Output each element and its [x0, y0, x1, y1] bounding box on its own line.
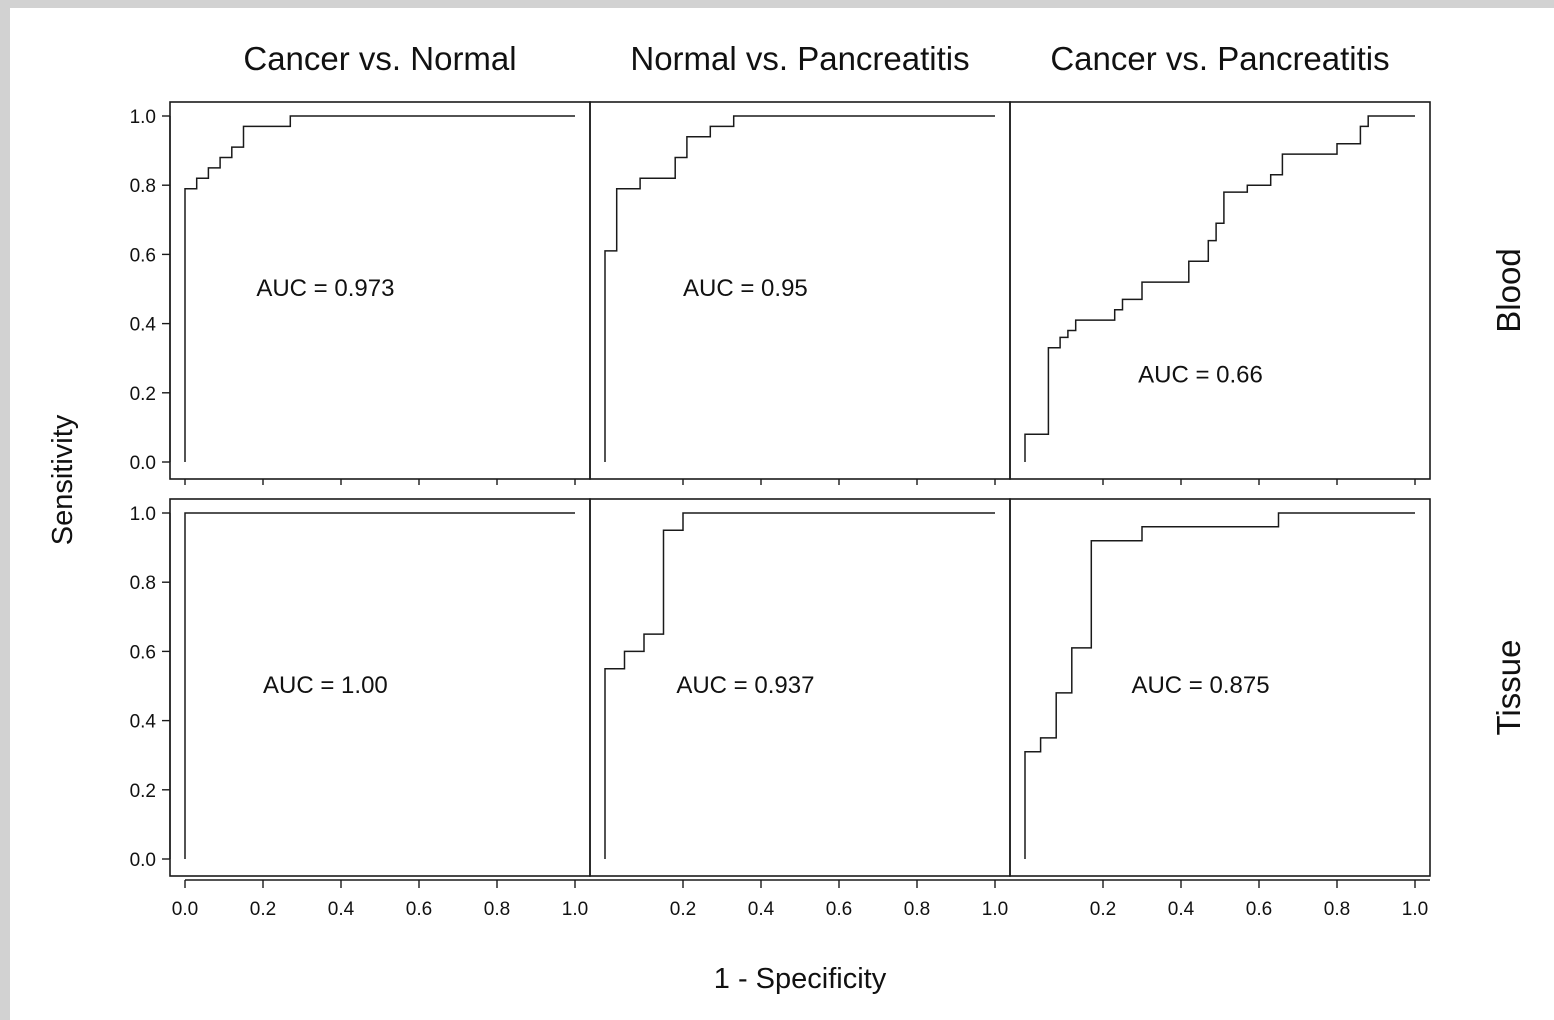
auc-label: AUC = 0.95	[683, 275, 808, 302]
y-tick-label: 0.6	[130, 642, 156, 663]
x-tick-label: 0.6	[406, 899, 432, 920]
y-tick-label: 0.6	[130, 245, 156, 266]
column-title: Cancer vs. Normal	[243, 40, 516, 77]
x-tick-label: 0.0	[172, 899, 198, 920]
x-tick-label: 0.6	[1246, 899, 1272, 920]
y-axis-title: Sensitivity	[47, 414, 79, 545]
panel-frame	[1009, 101, 1431, 480]
x-tick-label: 1.0	[1402, 899, 1428, 920]
row-label: Tissue	[1490, 640, 1527, 736]
x-tick-label: 0.4	[748, 899, 775, 920]
y-tick-label: 0.2	[130, 781, 156, 802]
auc-label: AUC = 0.875	[1131, 672, 1269, 699]
y-tick-label: 0.0	[130, 850, 156, 871]
x-tick-label: 0.8	[484, 899, 510, 920]
x-tick-label: 0.6	[826, 899, 852, 920]
auc-label: AUC = 0.66	[1138, 361, 1263, 388]
x-tick-label: 0.2	[250, 899, 276, 920]
column-title: Cancer vs. Pancreatitis	[1050, 40, 1389, 77]
auc-label: AUC = 1.00	[263, 672, 388, 699]
auc-label: AUC = 0.973	[256, 275, 394, 302]
y-tick-label: 0.0	[130, 453, 156, 474]
x-tick-label: 1.0	[562, 899, 588, 920]
y-tick-label: 0.4	[130, 712, 157, 733]
x-tick-label: 0.2	[670, 899, 696, 920]
x-axis-title: 1 - Specificity	[714, 963, 887, 995]
y-tick-label: 0.4	[130, 315, 157, 336]
y-tick-label: 0.2	[130, 384, 156, 405]
x-tick-label: 1.0	[982, 899, 1008, 920]
roc-curve	[184, 115, 575, 462]
auc-label: AUC = 0.937	[676, 672, 814, 699]
y-tick-label: 1.0	[130, 504, 156, 525]
panel-frame	[1009, 498, 1431, 877]
row-label: Blood	[1490, 248, 1527, 332]
x-tick-label: 0.8	[1324, 899, 1350, 920]
roc-panel-grid: Cancer vs. Normal Normal vs. Pancreatitis…	[47, 40, 1527, 995]
figure-canvas: Cancer vs. Normal Normal vs. Pancreatitis…	[10, 8, 1554, 1020]
roc-curve	[604, 512, 995, 859]
x-tick-label: 0.8	[904, 899, 930, 920]
y-tick-label: 0.8	[130, 573, 156, 594]
x-tick-label: 0.4	[1168, 899, 1195, 920]
roc-curve	[1024, 115, 1415, 462]
roc-curve	[604, 115, 995, 462]
y-tick-label: 0.8	[130, 176, 156, 197]
y-tick-label: 1.0	[130, 107, 156, 128]
roc-curve	[1024, 512, 1415, 859]
x-tick-label: 0.2	[1090, 899, 1116, 920]
column-title: Normal vs. Pancreatitis	[630, 40, 969, 77]
roc-curve	[184, 512, 575, 859]
x-tick-label: 0.4	[328, 899, 355, 920]
